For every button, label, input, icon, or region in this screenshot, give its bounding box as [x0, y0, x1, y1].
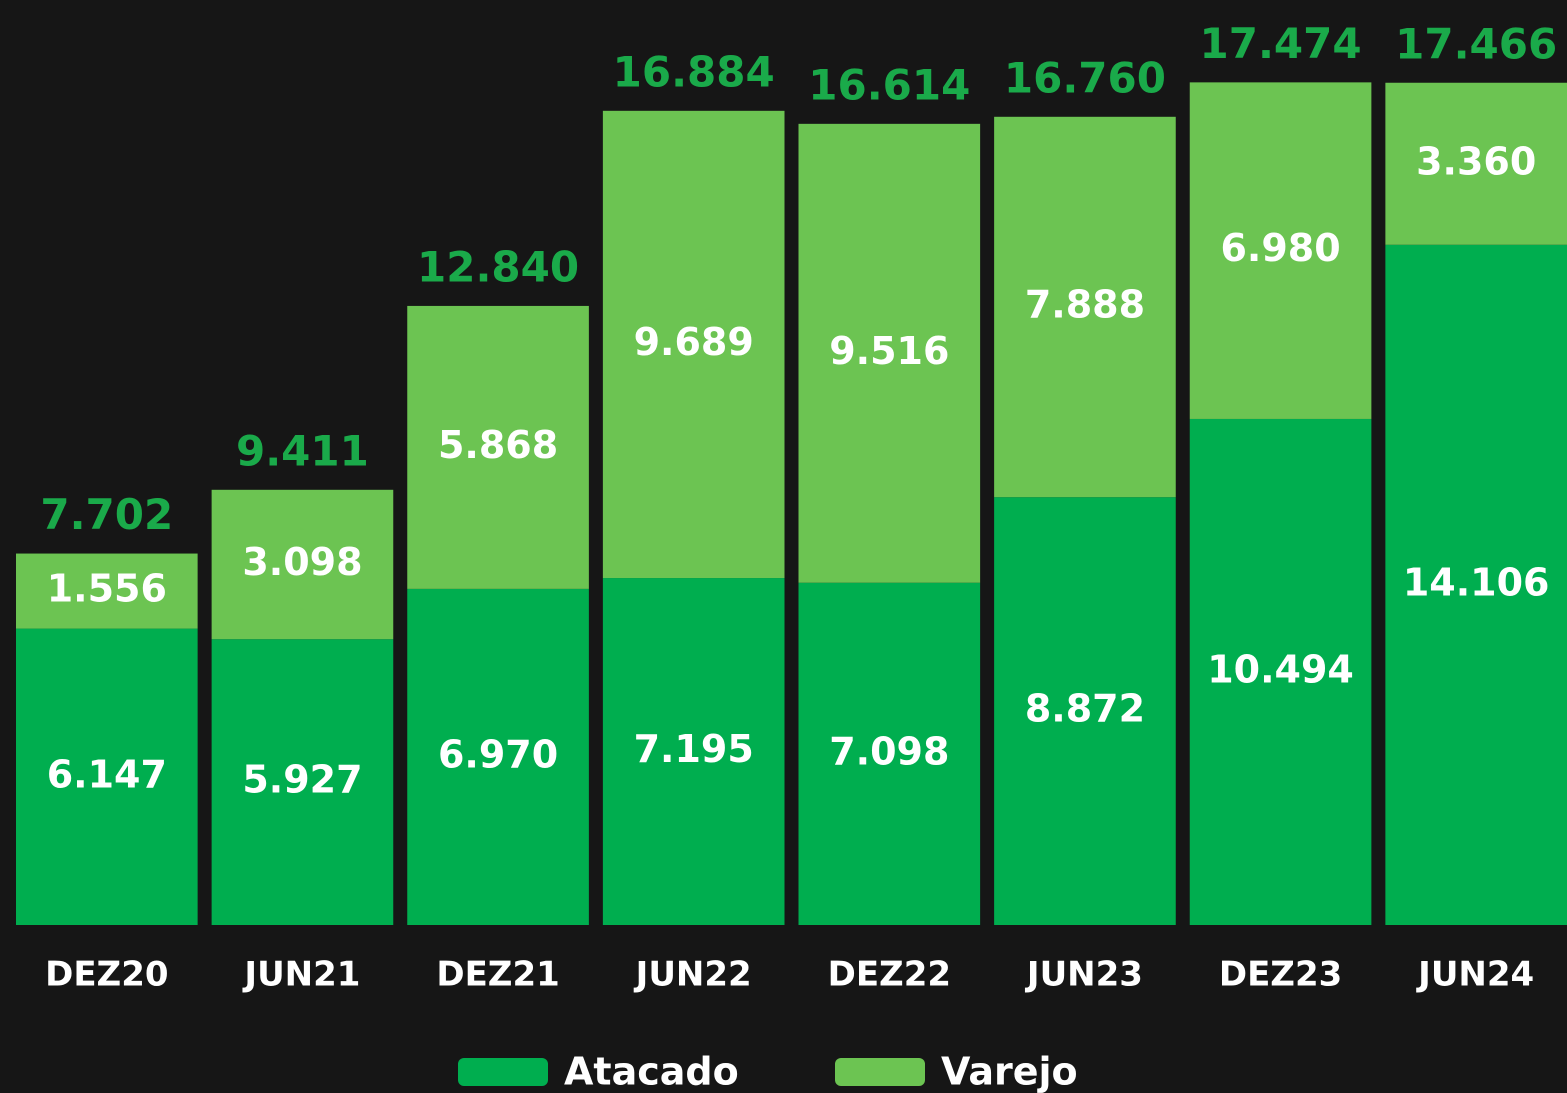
value-label: 9.516	[829, 329, 949, 373]
value-label: 14.106	[1403, 560, 1550, 604]
bar-segment	[211, 639, 394, 925]
bar-segment	[1189, 418, 1372, 925]
x-tick-label: JUN22	[634, 955, 752, 995]
total-label: 16.614	[808, 60, 970, 109]
bar-segment	[798, 582, 981, 925]
total-label: 12.840	[417, 242, 579, 291]
bar-segment	[602, 110, 785, 579]
value-label: 5.927	[242, 758, 362, 802]
value-label: 9.689	[634, 320, 754, 364]
value-label: 7.098	[829, 729, 949, 773]
value-label: 3.098	[242, 540, 362, 584]
value-label: 6.147	[47, 752, 167, 796]
legend-label: Varejo	[941, 1050, 1078, 1093]
bar-segment	[994, 497, 1176, 925]
total-label: 17.466	[1395, 19, 1557, 68]
x-tick-label: DEZ20	[45, 955, 168, 995]
total-label: 16.884	[613, 47, 775, 96]
value-label: 3.360	[1416, 139, 1536, 183]
x-tick-label: JUN23	[1025, 955, 1143, 995]
bar-segment	[1385, 244, 1567, 925]
bar-segment	[798, 123, 981, 583]
x-tick-label: JUN24	[1416, 955, 1534, 995]
bar-segment	[16, 628, 198, 925]
value-label: 8.872	[1025, 687, 1145, 731]
legend-label: Atacado	[564, 1050, 739, 1093]
legend-swatch	[458, 1058, 548, 1086]
value-label: 7.195	[634, 727, 754, 771]
x-tick-label: DEZ22	[828, 955, 951, 995]
bar-segment	[211, 489, 394, 640]
value-label: 6.970	[438, 732, 558, 776]
x-tick-label: DEZ23	[1219, 955, 1342, 995]
bar-segment	[994, 116, 1176, 498]
total-label: 16.760	[1004, 53, 1166, 102]
total-label: 9.411	[236, 426, 369, 475]
value-label: 7.888	[1025, 282, 1145, 326]
x-tick-label: JUN21	[242, 955, 360, 995]
bar-segment	[407, 588, 589, 925]
total-label: 7.702	[40, 490, 173, 539]
bar-segment	[16, 553, 198, 629]
value-label: 6.980	[1220, 226, 1340, 270]
value-label: 10.494	[1207, 647, 1354, 691]
bar-segment	[602, 578, 785, 925]
bar-segment	[407, 305, 589, 589]
value-label: 5.868	[438, 423, 558, 467]
x-tick-label: DEZ21	[436, 955, 559, 995]
value-label: 1.556	[47, 567, 167, 611]
bar-segment	[1385, 82, 1567, 245]
legend-swatch	[835, 1058, 925, 1086]
bar-segment	[1189, 82, 1372, 419]
total-label: 17.474	[1200, 19, 1362, 68]
